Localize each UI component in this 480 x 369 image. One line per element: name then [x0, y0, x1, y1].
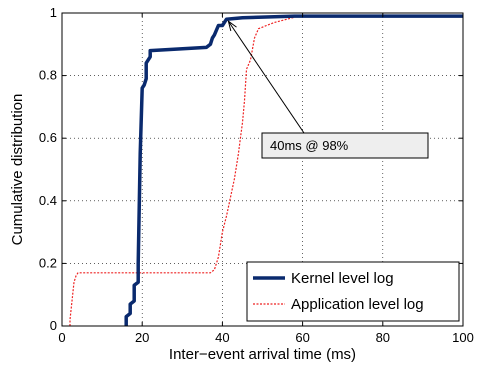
annotation-box	[261, 132, 429, 159]
x-axis-label: Inter−event arrival time (ms)	[169, 346, 356, 363]
x-tick-label: 80	[376, 330, 390, 345]
legend-box	[246, 261, 460, 322]
axis-ticks: 0 20 40 60 80 100 0 0.2 0.4 0.6 0.8 1	[39, 5, 474, 345]
y-tick-label: 1	[50, 5, 57, 20]
annotation-arrow-line	[227, 20, 305, 134]
annotation-arrowhead	[227, 20, 237, 32]
y-tick-label: 0	[50, 318, 57, 333]
legend: Kernel level log Application level log	[246, 261, 460, 322]
series-line-application-level-log	[69, 15, 463, 326]
x-tick-label: 100	[452, 330, 474, 345]
y-tick-label: 0.4	[39, 193, 57, 208]
x-tick-label: 0	[58, 330, 65, 345]
x-tick-label: 20	[135, 330, 149, 345]
y-axis-label: Cumulative distribution	[9, 94, 26, 246]
y-tick-label: 0.6	[39, 130, 57, 145]
x-tick-label: 40	[215, 330, 229, 345]
y-tick-label: 0.2	[39, 255, 57, 270]
plot-frame	[61, 12, 464, 327]
y-tick-label: 0.8	[39, 68, 57, 83]
legend-label: Application level log	[291, 296, 424, 313]
x-tick-label: 60	[295, 330, 309, 345]
annotation: 40ms @ 98%	[227, 20, 429, 159]
series-line-kernel-level-log	[124, 14, 463, 326]
series-layer	[69, 14, 463, 326]
legend-label: Kernel level log	[291, 270, 394, 287]
annotation-text: 40ms @ 98%	[270, 138, 349, 153]
